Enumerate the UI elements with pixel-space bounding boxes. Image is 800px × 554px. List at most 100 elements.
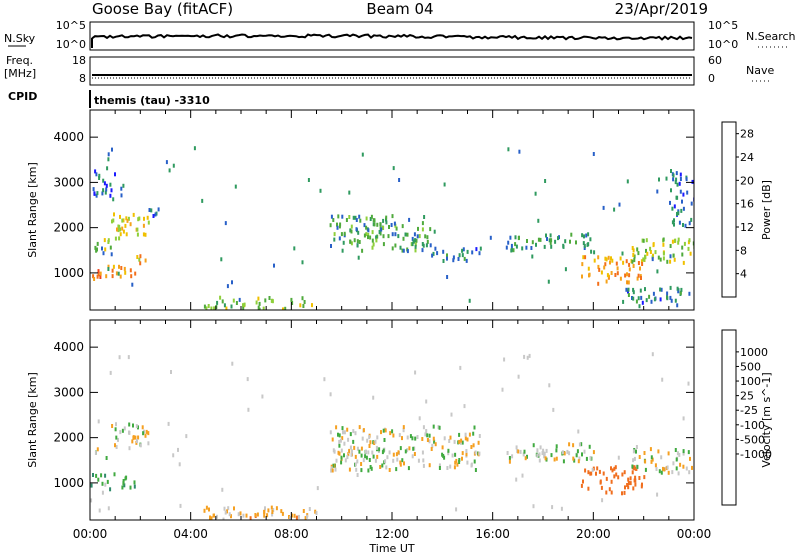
data-cell xyxy=(592,152,595,156)
data-cell xyxy=(107,157,110,162)
data-cell xyxy=(597,255,600,260)
data-cell xyxy=(109,245,112,250)
freq-unit: [MHz] xyxy=(4,67,36,80)
data-cell xyxy=(315,511,318,516)
colorbar-tick-label: 100 xyxy=(740,375,761,388)
data-cell xyxy=(432,436,435,441)
data-cell xyxy=(381,450,384,455)
data-cell xyxy=(671,470,674,475)
data-cell xyxy=(655,467,658,471)
data-cell xyxy=(526,355,529,360)
data-cell xyxy=(303,300,306,304)
data-cell xyxy=(234,184,237,189)
data-cell xyxy=(570,232,573,237)
data-cell xyxy=(644,459,647,464)
data-cell xyxy=(538,458,541,463)
data-cell xyxy=(641,300,644,305)
freq-label: Freq. xyxy=(6,54,33,67)
data-cell xyxy=(466,437,469,442)
power-ylabel: Slant Range [km] xyxy=(26,162,39,258)
data-cell xyxy=(628,262,631,267)
data-cell xyxy=(662,237,665,242)
data-cell xyxy=(340,232,343,237)
data-cell xyxy=(406,249,409,254)
data-cell xyxy=(101,490,104,495)
data-cell xyxy=(210,306,213,310)
data-cell xyxy=(670,188,672,193)
data-cell xyxy=(438,425,441,430)
data-cell xyxy=(471,250,474,255)
data-cell xyxy=(674,180,677,185)
data-cell xyxy=(640,295,643,300)
data-cell xyxy=(657,255,660,260)
data-cell xyxy=(129,268,132,273)
data-cell xyxy=(528,353,531,358)
data-cell xyxy=(357,255,360,260)
data-cell xyxy=(692,241,694,246)
data-cell xyxy=(245,513,248,518)
data-cell xyxy=(453,465,456,470)
data-cell xyxy=(345,218,348,222)
data-cell xyxy=(246,377,249,382)
velocity-xticks xyxy=(89,320,695,520)
data-cell xyxy=(323,377,326,382)
data-cell xyxy=(691,465,693,470)
data-cell xyxy=(627,481,630,485)
data-cell xyxy=(523,449,526,454)
data-cell xyxy=(145,429,148,434)
data-cell xyxy=(530,246,533,250)
data-cell xyxy=(611,468,614,473)
data-cell xyxy=(689,456,691,461)
data-cell xyxy=(382,218,385,223)
data-cell xyxy=(566,449,569,454)
data-cell xyxy=(431,253,434,258)
data-cell xyxy=(537,218,540,223)
data-cell xyxy=(602,471,605,476)
data-cell xyxy=(94,169,97,174)
data-cell xyxy=(415,238,418,243)
data-cell xyxy=(299,303,302,308)
data-cell xyxy=(616,266,619,271)
data-cell xyxy=(254,513,257,517)
data-cell xyxy=(119,274,122,279)
y-tick-label: 4000 xyxy=(53,130,84,144)
data-cell xyxy=(610,479,613,484)
data-cell xyxy=(438,466,441,470)
data-cell xyxy=(263,513,266,518)
data-cell xyxy=(172,163,175,168)
data-cell xyxy=(607,255,610,260)
data-cell xyxy=(105,183,108,188)
data-cell xyxy=(375,235,378,240)
data-cell xyxy=(669,259,672,264)
data-cell xyxy=(332,218,335,222)
data-cell xyxy=(119,430,122,435)
data-cell xyxy=(590,249,593,254)
data-cell xyxy=(142,223,145,228)
data-cell xyxy=(332,448,335,453)
data-cell xyxy=(396,457,399,462)
data-cell xyxy=(97,272,100,277)
data-cell xyxy=(337,432,339,437)
data-cell xyxy=(631,246,634,250)
data-cell xyxy=(653,297,656,302)
y-tick-label: 2000 xyxy=(53,431,84,445)
data-cell xyxy=(550,238,553,243)
data-cell xyxy=(681,199,683,204)
time-tick-label: 00:00 xyxy=(677,527,712,541)
data-cell xyxy=(601,498,604,503)
data-cell xyxy=(384,428,387,433)
data-cell xyxy=(553,457,556,462)
data-cell xyxy=(311,303,313,308)
data-cell xyxy=(679,290,682,295)
data-cell xyxy=(576,449,579,454)
data-cell xyxy=(117,437,119,442)
data-cell xyxy=(627,485,630,490)
data-cell xyxy=(344,458,347,463)
data-cell xyxy=(132,212,135,217)
data-cell xyxy=(438,463,441,468)
data-cell xyxy=(675,466,678,471)
data-cell xyxy=(665,176,668,181)
data-cell xyxy=(242,513,245,518)
data-cell xyxy=(536,448,539,453)
time-tick-label: 12:00 xyxy=(375,527,410,541)
